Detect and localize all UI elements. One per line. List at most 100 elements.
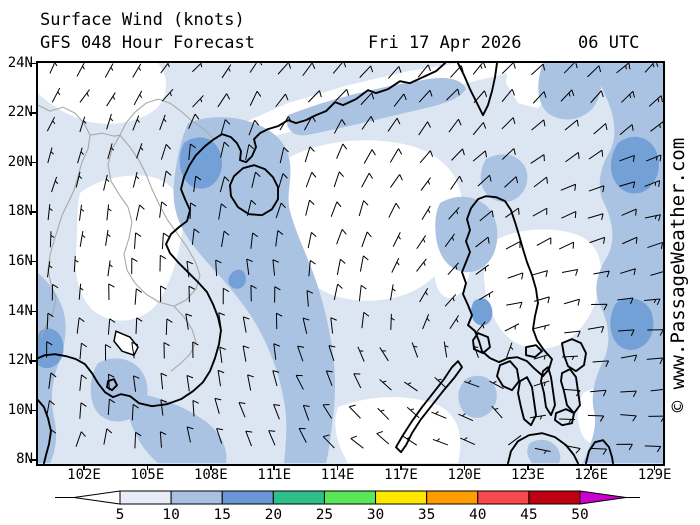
- wind-barb: [107, 260, 113, 277]
- lat-tick: [29, 62, 36, 65]
- wind-shade-calm: [484, 229, 602, 349]
- lon-tick: [463, 465, 466, 470]
- wind-barb: [277, 173, 288, 189]
- colorbar-tick-label: 35: [418, 507, 435, 523]
- lat-tick: [29, 161, 36, 164]
- wind-barb: [298, 427, 307, 443]
- wind-barb: [361, 116, 375, 130]
- wind-barb: [358, 284, 367, 302]
- wind-barb: [47, 204, 53, 221]
- wind-barb: [477, 174, 492, 187]
- wind-barb: [379, 379, 392, 391]
- wind-barb: [46, 400, 55, 417]
- wind-barb: [418, 121, 431, 136]
- wind-barb: [501, 63, 516, 75]
- wind-barb: [332, 63, 347, 74]
- lon-tick: [83, 465, 85, 470]
- wind-barb: [644, 63, 659, 73]
- wind-barb: [75, 431, 86, 447]
- wind-barb: [251, 171, 261, 188]
- wind-barb: [564, 388, 581, 397]
- wind-shade-10-15kt: [286, 78, 466, 136]
- wind-barb: [564, 444, 581, 454]
- wind-barb: [563, 63, 578, 74]
- coastline: [585, 439, 614, 464]
- coastline: [554, 408, 575, 427]
- wind-barb: [165, 318, 173, 335]
- wind-barb: [505, 241, 521, 250]
- wind-barb: [51, 176, 59, 193]
- wind-barb: [78, 283, 84, 300]
- lat-tick: [29, 112, 36, 114]
- wind-barb: [302, 63, 316, 77]
- wind-barb: [106, 113, 114, 130]
- wind-barb: [561, 210, 577, 219]
- wind-barb: [418, 89, 433, 103]
- wind-barb: [217, 369, 225, 387]
- wind-barb: [79, 230, 86, 247]
- wind-barb: [506, 342, 514, 358]
- wind-barb: [273, 343, 280, 360]
- wind-map: [38, 63, 663, 464]
- wind-barb: [136, 143, 144, 159]
- wind-barb: [421, 205, 431, 220]
- wind-barb: [333, 283, 343, 300]
- wind-barb: [406, 406, 420, 419]
- wind-shade-10-15kt: [38, 273, 66, 464]
- wind-barb: [559, 418, 576, 423]
- wind-barb: [189, 202, 197, 219]
- wind-barb: [422, 314, 430, 330]
- wind-barb: [588, 149, 604, 160]
- wind-barb: [333, 119, 346, 134]
- wind-barb: [619, 181, 636, 189]
- wind-barb: [591, 303, 608, 311]
- wind-barb: [305, 199, 315, 216]
- colorbar-tick-label: 10: [162, 507, 179, 523]
- lon-label: 105E: [130, 467, 165, 483]
- wind-barb: [458, 413, 474, 422]
- wind-shade-15-20kt: [38, 328, 64, 369]
- wind-barb: [417, 64, 431, 78]
- wind-barb: [361, 172, 374, 188]
- wind-barb: [219, 346, 226, 363]
- wind-barb: [107, 373, 115, 391]
- wind-barb: [650, 121, 663, 132]
- wind-barb: [590, 447, 608, 455]
- wind-barb: [248, 119, 260, 136]
- lon-label: 126E: [574, 467, 609, 483]
- wind-barb: [361, 231, 372, 248]
- wind-barb: [336, 229, 347, 245]
- lon-label: 129E: [637, 467, 672, 483]
- coastline: [472, 332, 491, 355]
- wind-barb: [506, 301, 523, 309]
- wind-barb: [650, 388, 663, 392]
- lat-tick: [29, 409, 36, 412]
- coastline: [540, 366, 556, 417]
- wind-barb: [561, 268, 579, 276]
- wind-barb: [592, 360, 610, 367]
- wind-barb: [272, 370, 280, 387]
- wind-barb: [473, 90, 488, 104]
- lon-tick: [210, 465, 212, 470]
- wind-barb: [191, 228, 200, 245]
- wind-barb: [107, 318, 116, 335]
- colorbar-tick-label: 50: [571, 507, 588, 523]
- country-border: [170, 305, 197, 372]
- wind-barb: [590, 90, 604, 104]
- coastline: [561, 338, 587, 373]
- wind-barb: [650, 271, 663, 276]
- wind-barb: [303, 115, 316, 131]
- wind-barb: [77, 147, 84, 164]
- wind-barb: [217, 93, 231, 108]
- wind-barb: [135, 317, 143, 334]
- wind-barb: [560, 183, 577, 191]
- wind-barb: [361, 311, 370, 329]
- wind-barb: [533, 380, 550, 387]
- wind-barb: [79, 89, 90, 103]
- wind-barb: [593, 270, 610, 278]
- wind-barb: [390, 313, 395, 330]
- wind-barb: [474, 321, 486, 335]
- lon-label: 102E: [67, 467, 101, 483]
- wind-barb: [134, 232, 142, 249]
- wind-barb: [250, 284, 257, 302]
